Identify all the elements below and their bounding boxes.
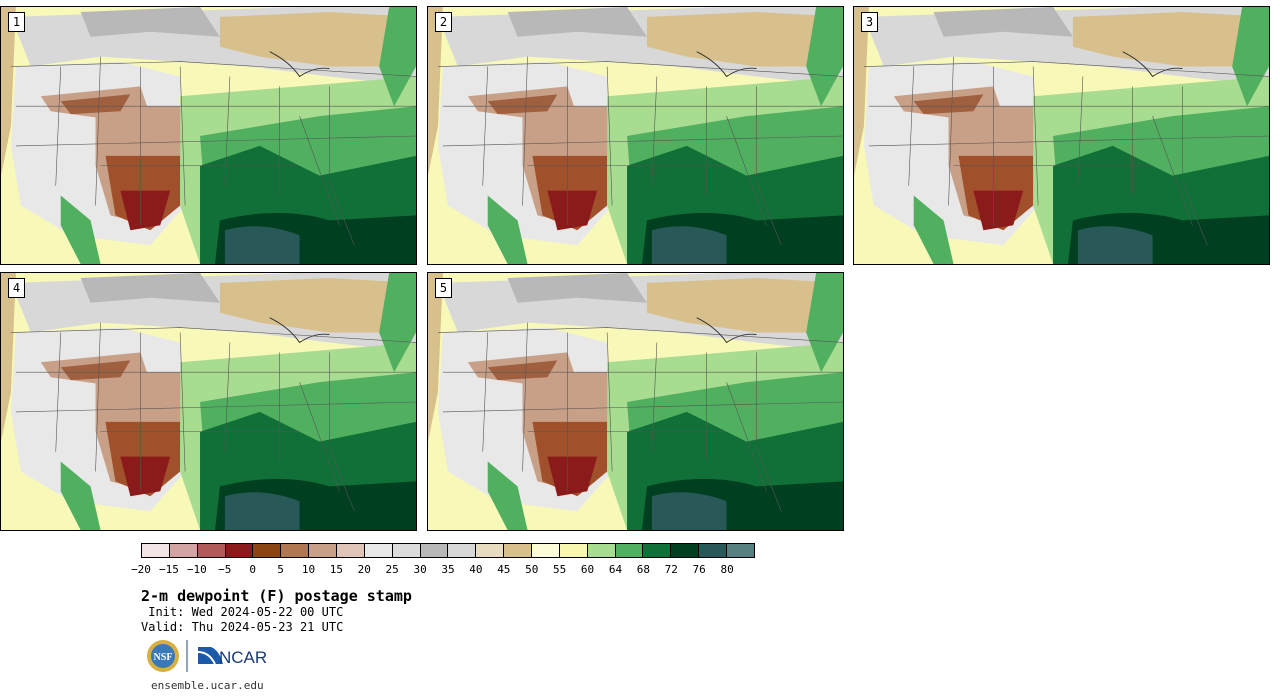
- dewpoint-map: [428, 7, 843, 264]
- colorbar-segment: [643, 544, 672, 557]
- colorbar-segment: [671, 544, 700, 557]
- colorbar-segment: [364, 544, 393, 557]
- dewpoint-map: [1, 273, 416, 530]
- colorbar-segment: [197, 544, 226, 557]
- colorbar-tick-label: 15: [329, 563, 343, 576]
- logos: NSF NCAR: [145, 638, 275, 676]
- colorbar-tick-label: 72: [664, 563, 678, 576]
- dewpoint-map: [428, 273, 843, 530]
- colorbar-segment: [309, 544, 338, 557]
- colorbar-tick-label: 0: [249, 563, 256, 576]
- colorbar-segment: [253, 544, 282, 557]
- colorbar-segment: [587, 544, 616, 557]
- nsf-logo: NSF: [147, 640, 179, 672]
- colorbar-tick-label: 68: [636, 563, 650, 576]
- colorbar-tick-label: 20: [357, 563, 371, 576]
- colorbar-tick-label: 10: [301, 563, 316, 576]
- website-url: ensemble.ucar.edu: [151, 679, 264, 692]
- map-panel-3: 3: [853, 6, 1270, 265]
- panel-number-label: 1: [8, 12, 25, 32]
- dewpoint-map: [854, 7, 1269, 264]
- colorbar-tick-label: 30: [413, 563, 427, 576]
- colorbar-tick-label: 35: [441, 563, 455, 576]
- colorbar-tick-label: 40: [469, 563, 483, 576]
- colorbar-tick-label: 45: [497, 563, 511, 576]
- colorbar-segment: [615, 544, 644, 557]
- panel-number-label: 4: [8, 278, 25, 298]
- colorbar-segment: [532, 544, 560, 557]
- colorbar-tick-label: 25: [385, 563, 399, 576]
- colorbar-tick-label: −5: [218, 563, 232, 576]
- colorbar-tick-label: −20: [131, 563, 151, 576]
- colorbar-tick-label: 55: [553, 563, 567, 576]
- colorbar-segment: [225, 544, 254, 557]
- dewpoint-map: [1, 7, 416, 264]
- colorbar-segment: [392, 544, 421, 557]
- colorbar-segment: [169, 544, 198, 557]
- colorbar-segment: [504, 544, 533, 557]
- colorbar-tick-label: 60: [580, 563, 595, 576]
- colorbar-segment: [476, 544, 505, 557]
- map-panel-5: 5: [427, 272, 844, 531]
- nsf-logo-text: NSF: [154, 652, 173, 663]
- colorbar-segment: [727, 544, 754, 557]
- map-panel-4: 4: [0, 272, 417, 531]
- colorbar-tick-label: −15: [158, 563, 179, 576]
- colorbar-segment: [142, 544, 170, 557]
- ncar-logo: NCAR: [197, 647, 267, 667]
- colorbar-tick-label: 80: [720, 563, 734, 576]
- colorbar-tick-label: −10: [186, 563, 207, 576]
- colorbar-tick-label: 50: [525, 563, 539, 576]
- colorbar: [141, 543, 755, 558]
- colorbar-segment: [420, 544, 449, 557]
- colorbar-segment: [281, 544, 310, 557]
- ncar-logo-text: NCAR: [219, 648, 267, 667]
- colorbar-tick-label: 64: [608, 563, 623, 576]
- panel-number-label: 2: [435, 12, 452, 32]
- colorbar-segment: [699, 544, 728, 557]
- valid-time: Valid: Thu 2024-05-23 21 UTC: [141, 620, 344, 634]
- colorbar-ticks: −20 −15 −10 −5 0 5 10 15 20 25 30 35 40 45 50 55 60 64 68 7…: [131, 563, 755, 577]
- colorbar-tick-label: 76: [692, 563, 706, 576]
- colorbar-tick-label: 5: [277, 563, 284, 576]
- map-panel-1: 1: [0, 6, 417, 265]
- panel-number-label: 5: [435, 278, 452, 298]
- map-panel-2: 2: [427, 6, 844, 265]
- panel-number-label: 3: [861, 12, 878, 32]
- colorbar-segment: [448, 544, 477, 557]
- colorbar-segment: [559, 544, 588, 557]
- colorbar-segment: [337, 544, 365, 557]
- init-time: Init: Wed 2024-05-22 00 UTC: [141, 605, 344, 619]
- figure-title: 2-m dewpoint (F) postage stamp: [141, 587, 412, 605]
